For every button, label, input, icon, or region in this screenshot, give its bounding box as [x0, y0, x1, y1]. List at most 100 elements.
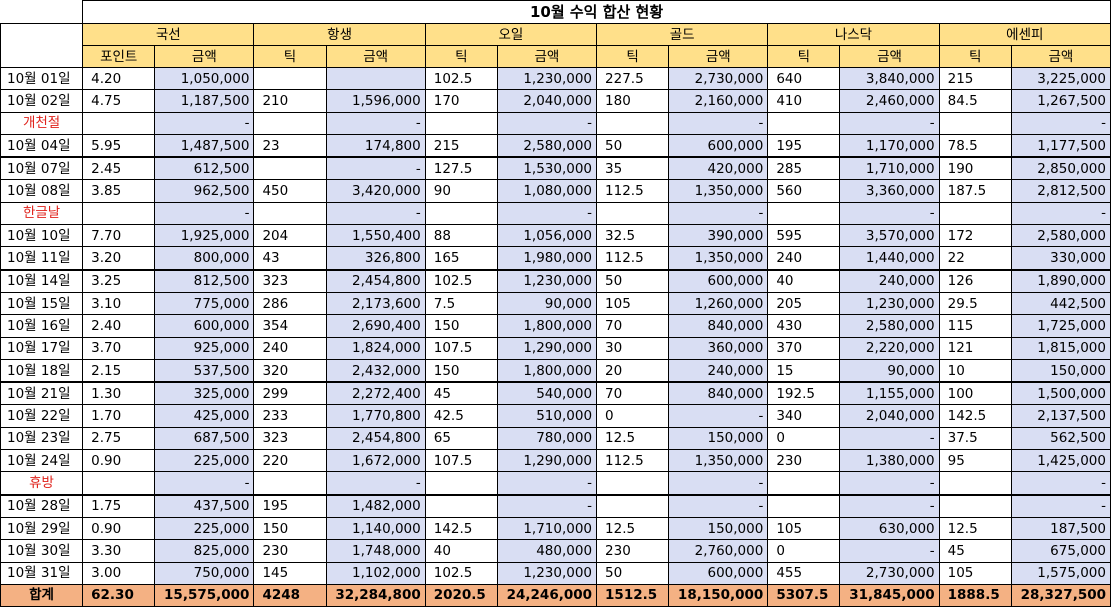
amount-cell[interactable]: - — [668, 471, 769, 496]
amount-cell[interactable]: - — [839, 426, 940, 451]
tick-cell[interactable]: 95 — [938, 449, 1012, 473]
amount-cell[interactable]: - — [154, 471, 255, 496]
subheader-amount[interactable]: 금액 — [496, 45, 598, 68]
total-tick-cell[interactable]: 5307.5 — [767, 583, 841, 607]
tick-cell[interactable]: 450 — [253, 179, 327, 203]
tick-cell[interactable]: 370 — [767, 336, 841, 360]
amount-cell[interactable]: 1,170,000 — [839, 133, 940, 158]
amount-cell[interactable]: 225,000 — [154, 449, 255, 473]
tick-cell[interactable] — [424, 201, 498, 226]
tick-cell[interactable]: 204 — [253, 224, 327, 248]
tick-cell[interactable]: 70 — [596, 314, 670, 338]
amount-cell[interactable]: 1,380,000 — [839, 449, 940, 473]
amount-cell[interactable]: 442,500 — [1010, 291, 1112, 316]
amount-cell[interactable]: 1,187,500 — [154, 89, 255, 113]
amount-cell[interactable]: 326,800 — [325, 246, 426, 271]
date-cell[interactable]: 10월 21일 — [0, 381, 84, 406]
amount-cell[interactable]: 825,000 — [154, 539, 255, 563]
tick-cell[interactable]: 88 — [424, 224, 498, 248]
amount-cell[interactable]: 1,710,000 — [839, 156, 940, 181]
tick-cell[interactable]: 165 — [424, 246, 498, 271]
amount-cell[interactable]: 1,500,000 — [1010, 381, 1112, 406]
amount-cell[interactable]: 2,812,500 — [1010, 179, 1112, 203]
date-cell[interactable]: 10월 07일 — [0, 156, 84, 181]
point-cell[interactable]: 2.45 — [82, 156, 156, 181]
sheet-title[interactable]: 10월 수익 합산 현황 — [82, 0, 1111, 24]
amount-cell[interactable]: 1,267,500 — [1010, 89, 1112, 113]
tick-cell[interactable]: 215 — [424, 133, 498, 158]
subheader-amount[interactable]: 금액 — [154, 45, 255, 68]
tick-cell[interactable]: 170 — [424, 89, 498, 113]
tick-cell[interactable]: 10 — [938, 358, 1012, 383]
point-cell[interactable]: 2.15 — [82, 358, 156, 383]
amount-cell[interactable]: 150,000 — [1010, 358, 1112, 383]
amount-cell[interactable]: 240,000 — [668, 358, 769, 383]
group-header-4[interactable]: 골드 — [596, 23, 769, 46]
tick-cell[interactable] — [253, 201, 327, 226]
tick-cell[interactable]: 121 — [938, 336, 1012, 360]
amount-cell[interactable]: 3,225,000 — [1010, 66, 1112, 91]
subheader-amount[interactable]: 금액 — [325, 45, 426, 68]
amount-cell[interactable]: 1,800,000 — [496, 314, 598, 338]
tick-cell[interactable]: 45 — [424, 381, 498, 406]
amount-cell[interactable]: 1,482,000 — [325, 493, 426, 518]
amount-cell[interactable]: 1,550,400 — [325, 224, 426, 248]
tick-cell[interactable]: 286 — [253, 291, 327, 316]
date-cell[interactable]: 10월 24일 — [0, 449, 84, 473]
amount-cell[interactable]: 3,420,000 — [325, 179, 426, 203]
group-header-5[interactable]: 나스닥 — [767, 23, 940, 46]
amount-cell[interactable] — [325, 66, 426, 91]
tick-cell[interactable]: 410 — [767, 89, 841, 113]
amount-cell[interactable]: 2,040,000 — [496, 89, 598, 113]
tick-cell[interactable]: 105 — [767, 516, 841, 541]
amount-cell[interactable]: 2,730,000 — [668, 66, 769, 91]
tick-cell[interactable]: 42.5 — [424, 404, 498, 428]
amount-cell[interactable]: 1,575,000 — [1010, 561, 1112, 585]
point-cell[interactable]: 3.10 — [82, 291, 156, 316]
tick-cell[interactable]: 112.5 — [596, 179, 670, 203]
total-amount-cell[interactable]: 24,246,000 — [496, 583, 598, 607]
date-cell[interactable]: 10월 14일 — [0, 268, 84, 293]
total-amount-cell[interactable]: 28,327,500 — [1010, 583, 1112, 607]
point-cell[interactable]: 3.70 — [82, 336, 156, 360]
tick-cell[interactable]: 7.5 — [424, 291, 498, 316]
amount-cell[interactable]: - — [668, 404, 769, 428]
total-amount-cell[interactable]: 32,284,800 — [325, 583, 426, 607]
amount-cell[interactable]: 1,290,000 — [496, 336, 598, 360]
amount-cell[interactable]: 240,000 — [839, 268, 940, 293]
tick-cell[interactable]: 320 — [253, 358, 327, 383]
amount-cell[interactable]: - — [839, 493, 940, 518]
amount-cell[interactable]: - — [839, 539, 940, 563]
amount-cell[interactable]: 1,824,000 — [325, 336, 426, 360]
point-cell[interactable]: 5.95 — [82, 133, 156, 158]
tick-cell[interactable]: 240 — [253, 336, 327, 360]
date-cell[interactable]: 10월 23일 — [0, 426, 84, 451]
amount-cell[interactable]: - — [668, 201, 769, 226]
tick-cell[interactable] — [424, 471, 498, 496]
amount-cell[interactable]: 1,925,000 — [154, 224, 255, 248]
amount-cell[interactable]: 925,000 — [154, 336, 255, 360]
tick-cell[interactable] — [596, 493, 670, 518]
date-cell[interactable]: 10월 28일 — [0, 493, 84, 518]
point-cell[interactable]: 2.40 — [82, 314, 156, 338]
amount-cell[interactable]: - — [1010, 471, 1112, 496]
point-cell[interactable]: 4.75 — [82, 89, 156, 113]
amount-cell[interactable]: 800,000 — [154, 246, 255, 271]
amount-cell[interactable]: 1,050,000 — [154, 66, 255, 91]
amount-cell[interactable]: 3,360,000 — [839, 179, 940, 203]
tick-cell[interactable]: 220 — [253, 449, 327, 473]
tick-cell[interactable]: 100 — [938, 381, 1012, 406]
tick-cell[interactable] — [253, 471, 327, 496]
tick-cell[interactable] — [767, 493, 841, 518]
tick-cell[interactable]: 45 — [938, 539, 1012, 563]
point-cell[interactable]: 0.90 — [82, 516, 156, 541]
amount-cell[interactable]: 675,000 — [1010, 539, 1112, 563]
tick-cell[interactable]: 354 — [253, 314, 327, 338]
amount-cell[interactable]: 540,000 — [496, 381, 598, 406]
tick-cell[interactable]: 340 — [767, 404, 841, 428]
tick-cell[interactable] — [767, 201, 841, 226]
amount-cell[interactable]: 1,980,000 — [496, 246, 598, 271]
amount-cell[interactable]: 780,000 — [496, 426, 598, 451]
tick-cell[interactable]: 323 — [253, 268, 327, 293]
tick-cell[interactable]: 455 — [767, 561, 841, 585]
